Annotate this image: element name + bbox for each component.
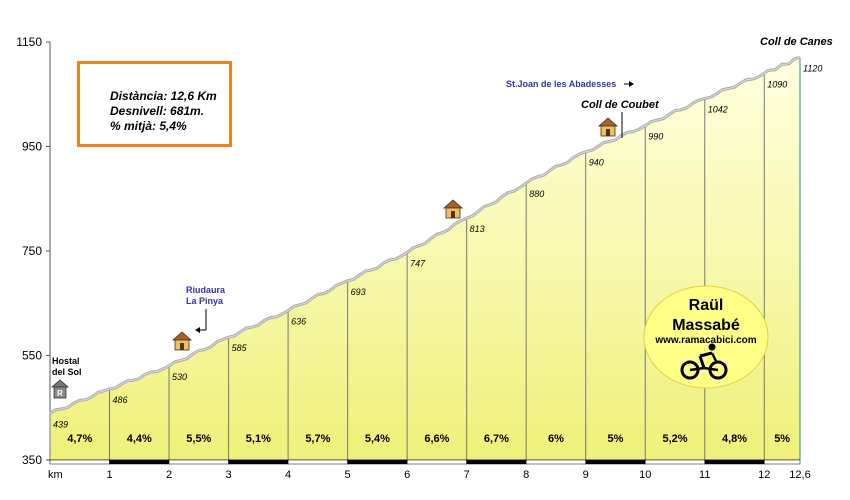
x-tick-label: 3: [226, 469, 232, 481]
house-icon: [442, 199, 464, 219]
x-axis-ticks: km 1 2 3 4 5 6 7 8 9 10 11 12 12,6: [48, 469, 811, 481]
arrow-left-icon: [195, 309, 207, 333]
x-tick-label: 12,6: [789, 469, 810, 481]
author-name-line2: Massabé: [672, 317, 740, 334]
gradient-label: 5,1%: [246, 433, 271, 445]
x-tick-label: 8: [523, 469, 529, 481]
km-scale-segment: [109, 459, 170, 465]
elevation-label: 439: [53, 419, 68, 429]
place-house-km7: [442, 199, 464, 219]
x-tick-label: 4: [285, 469, 291, 481]
gradient-label: 6,7%: [484, 433, 509, 445]
elevation-label: 747: [410, 259, 426, 269]
elevation-label: 940: [589, 158, 604, 168]
elevation-label: 1090: [767, 79, 787, 89]
profile-area: [49, 56, 801, 461]
route-info-box: Distància: 12,6 Km Desnivell: 681m. % mi…: [77, 61, 232, 147]
x-tick-label: km: [48, 469, 63, 481]
distance-text: Distància: 12,6 Km: [110, 89, 217, 103]
place-hostal-del-sol: Hostal del Sol R: [50, 356, 82, 399]
km-scale-segment: [168, 459, 229, 465]
km-scale-segment: [525, 459, 586, 465]
elevation-gain-text: Desnivell: 681m.: [110, 104, 205, 118]
place-coll-de-coubet: Coll de Coubet: [581, 99, 660, 138]
gradient-label: 6%: [548, 433, 564, 445]
place-label: St.Joan de les Abadesses: [506, 79, 616, 89]
place-coll-de-canes: Coll de Canes: [760, 36, 833, 48]
km-scale-segment: [644, 459, 706, 465]
gradient-label: 4,7%: [67, 433, 92, 445]
x-tick-label: 10: [639, 469, 651, 481]
km-scale-segment: [49, 459, 110, 465]
gradient-label: 5%: [774, 433, 790, 445]
x-tick-label: 1: [106, 469, 112, 481]
author-name-line1: Raül: [689, 297, 724, 314]
place-st-joan-de-les-abadesses: St.Joan de les Abadesses: [506, 79, 634, 89]
km-scale-segment: [347, 459, 408, 465]
gradient-labels: 4,7% 4,4% 5,5% 5,1% 5,7% 5,4% 6,6% 6,7% 6% 5% 5,2%…: [67, 433, 790, 445]
x-tick-label: 9: [583, 469, 589, 481]
hostal-icon: R: [50, 379, 70, 399]
place-label: Coll de Coubet: [581, 99, 660, 111]
elevation-labels: 439 486 530 585 636 693 747 813 880 940 990 1042 109…: [53, 64, 822, 430]
profile-line-highlight: [49, 57, 801, 414]
km-scale-segment: [466, 459, 527, 465]
y-axis-ticks: 350 550 750 950 1150: [16, 35, 50, 467]
km-scale-bar: [49, 459, 801, 465]
gradient-label: 5,5%: [186, 433, 211, 445]
gradient-label: 4,4%: [127, 433, 152, 445]
svg-text:R: R: [57, 389, 63, 398]
x-tick-label: 7: [464, 469, 470, 481]
x-tick-label: 6: [404, 469, 410, 481]
elevation-label: 1042: [708, 104, 728, 114]
avg-grade-text: % mitjà: 5,4%: [110, 119, 187, 133]
profile-fill: [50, 57, 800, 460]
elevation-label: 1120: [803, 64, 822, 74]
y-tick-label: 950: [22, 140, 42, 154]
cyclist-icon: [680, 343, 728, 380]
elevation-label: 585: [232, 343, 248, 353]
km-scale-segment: [228, 459, 289, 465]
elevation-label: 636: [291, 317, 306, 327]
x-tick-label: 12: [758, 469, 770, 481]
y-tick-label: 750: [22, 244, 42, 258]
elevation-label: 813: [470, 224, 485, 234]
km-scale-segment: [406, 459, 467, 465]
elevation-label: 530: [172, 372, 187, 382]
place-label: Riudaura: [186, 285, 226, 295]
place-label: Hostal: [52, 356, 80, 366]
x-tick-label: 11: [699, 469, 710, 481]
y-tick-label: 550: [22, 349, 42, 363]
y-tick-label: 350: [22, 453, 42, 467]
place-riudaura-la-pinya: Riudaura La Pinya: [171, 285, 226, 351]
x-tick-label: 5: [345, 469, 351, 481]
y-tick-label: 1150: [16, 35, 42, 49]
place-label: Coll de Canes: [760, 36, 833, 48]
author-website: www.ramacabici.com: [654, 335, 756, 346]
gradient-label: 5,7%: [305, 433, 330, 445]
elevation-label: 486: [113, 395, 128, 405]
elevation-label: 990: [648, 132, 663, 142]
gradient-label: 5,4%: [365, 433, 390, 445]
house-icon: [597, 117, 619, 137]
author-badge: Raül Massabé www.ramacabici.com: [643, 285, 769, 389]
km-scale-segment: [764, 459, 801, 465]
km-scale-segment: [287, 459, 348, 465]
gradient-label: 4,8%: [722, 433, 747, 445]
elevation-label: 693: [351, 287, 366, 297]
km-scale-segment: [585, 459, 646, 465]
gradient-label: 6,6%: [424, 433, 449, 445]
arrow-right-icon: [624, 81, 634, 87]
elevation-label: 880: [529, 189, 544, 199]
place-label: La Pinya: [186, 296, 224, 306]
gradient-label: 5%: [608, 433, 624, 445]
gradient-label: 5,2%: [662, 433, 687, 445]
house-icon: [171, 331, 193, 351]
place-label: del Sol: [52, 367, 82, 377]
km-scale-segment: [704, 459, 765, 465]
x-tick-label: 2: [166, 469, 172, 481]
